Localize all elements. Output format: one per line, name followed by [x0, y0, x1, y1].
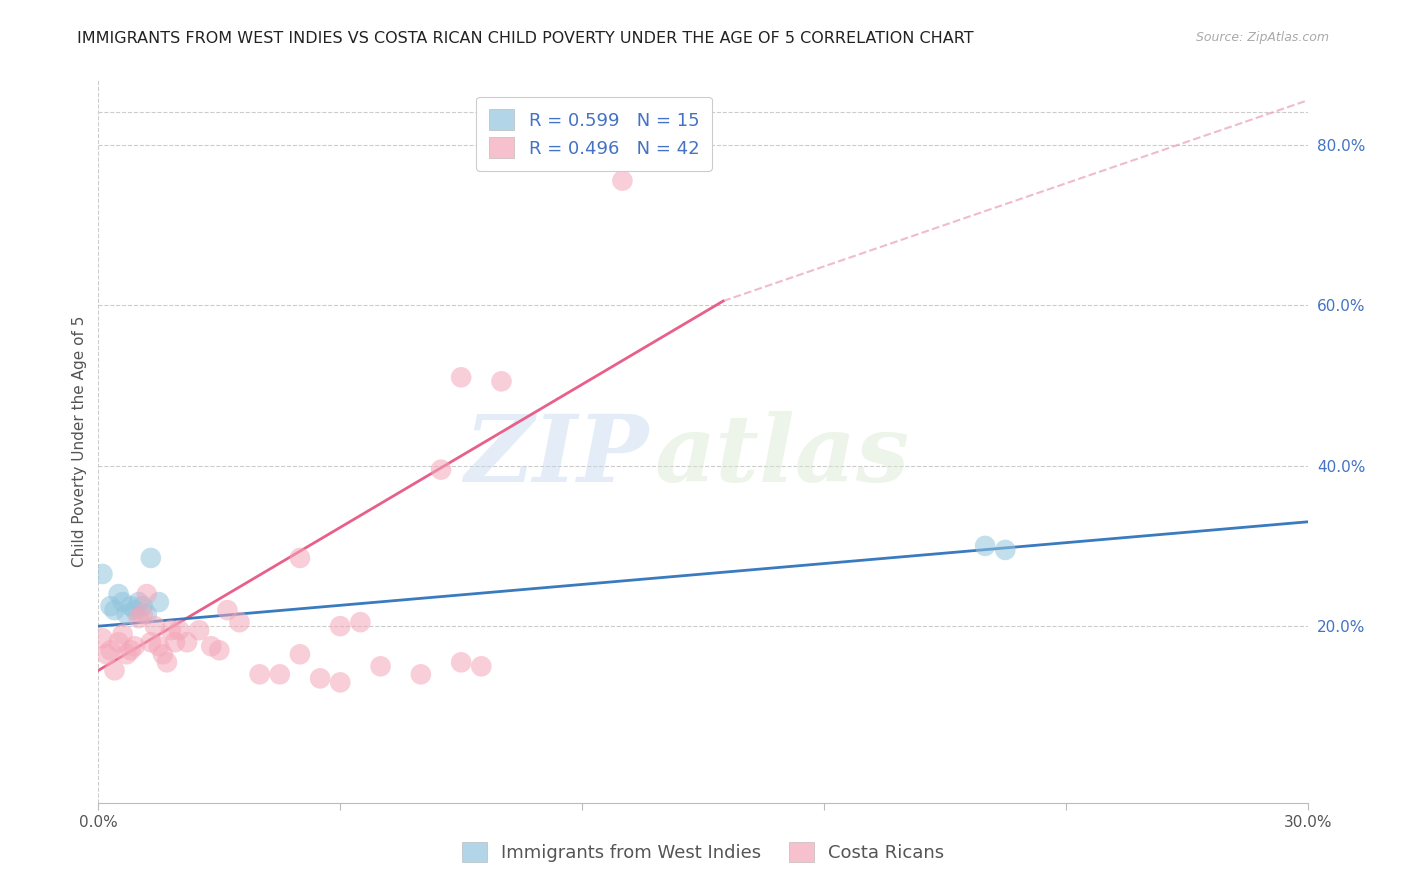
Point — [160, 623, 183, 637]
Point — [115, 607, 138, 621]
Point — [128, 611, 150, 625]
Point — [370, 659, 392, 673]
Point — [450, 370, 472, 384]
Point — [228, 615, 250, 630]
Point — [430, 462, 453, 476]
Point — [132, 607, 155, 621]
Point — [470, 659, 492, 673]
Point — [103, 603, 125, 617]
Point — [111, 595, 134, 609]
Point — [152, 648, 174, 662]
Point — [120, 643, 142, 657]
Point — [139, 551, 162, 566]
Point — [120, 599, 142, 614]
Point — [249, 667, 271, 681]
Point — [148, 595, 170, 609]
Point — [974, 539, 997, 553]
Point — [269, 667, 291, 681]
Point — [143, 619, 166, 633]
Point — [288, 551, 311, 566]
Point — [148, 639, 170, 653]
Point — [111, 627, 134, 641]
Text: ZIP: ZIP — [464, 411, 648, 501]
Point — [329, 619, 352, 633]
Point — [132, 599, 155, 614]
Point — [156, 655, 179, 669]
Point — [115, 648, 138, 662]
Point — [163, 635, 186, 649]
Point — [124, 639, 146, 653]
Point — [409, 667, 432, 681]
Point — [188, 623, 211, 637]
Point — [128, 595, 150, 609]
Point — [176, 635, 198, 649]
Text: IMMIGRANTS FROM WEST INDIES VS COSTA RICAN CHILD POVERTY UNDER THE AGE OF 5 CORR: IMMIGRANTS FROM WEST INDIES VS COSTA RIC… — [77, 31, 974, 46]
Y-axis label: Child Poverty Under the Age of 5: Child Poverty Under the Age of 5 — [72, 316, 87, 567]
Point — [329, 675, 352, 690]
Point — [100, 643, 122, 657]
Point — [208, 643, 231, 657]
Point — [309, 671, 332, 685]
Legend: R = 0.599   N = 15, R = 0.496   N = 42: R = 0.599 N = 15, R = 0.496 N = 42 — [477, 96, 711, 170]
Point — [107, 587, 129, 601]
Point — [91, 632, 114, 646]
Point — [450, 655, 472, 669]
Point — [139, 635, 162, 649]
Point — [91, 567, 114, 582]
Text: Source: ZipAtlas.com: Source: ZipAtlas.com — [1195, 31, 1329, 45]
Point — [135, 587, 157, 601]
Point — [135, 607, 157, 621]
Text: atlas: atlas — [655, 411, 910, 501]
Point — [994, 542, 1017, 557]
Point — [491, 374, 513, 388]
Point — [288, 648, 311, 662]
Point — [217, 603, 239, 617]
Point — [103, 664, 125, 678]
Point — [200, 639, 222, 653]
Point — [96, 648, 118, 662]
Legend: Immigrants from West Indies, Costa Ricans: Immigrants from West Indies, Costa Rican… — [454, 834, 952, 870]
Point — [612, 173, 634, 187]
Point — [100, 599, 122, 614]
Point — [349, 615, 371, 630]
Point — [107, 635, 129, 649]
Point — [167, 623, 190, 637]
Point — [124, 603, 146, 617]
